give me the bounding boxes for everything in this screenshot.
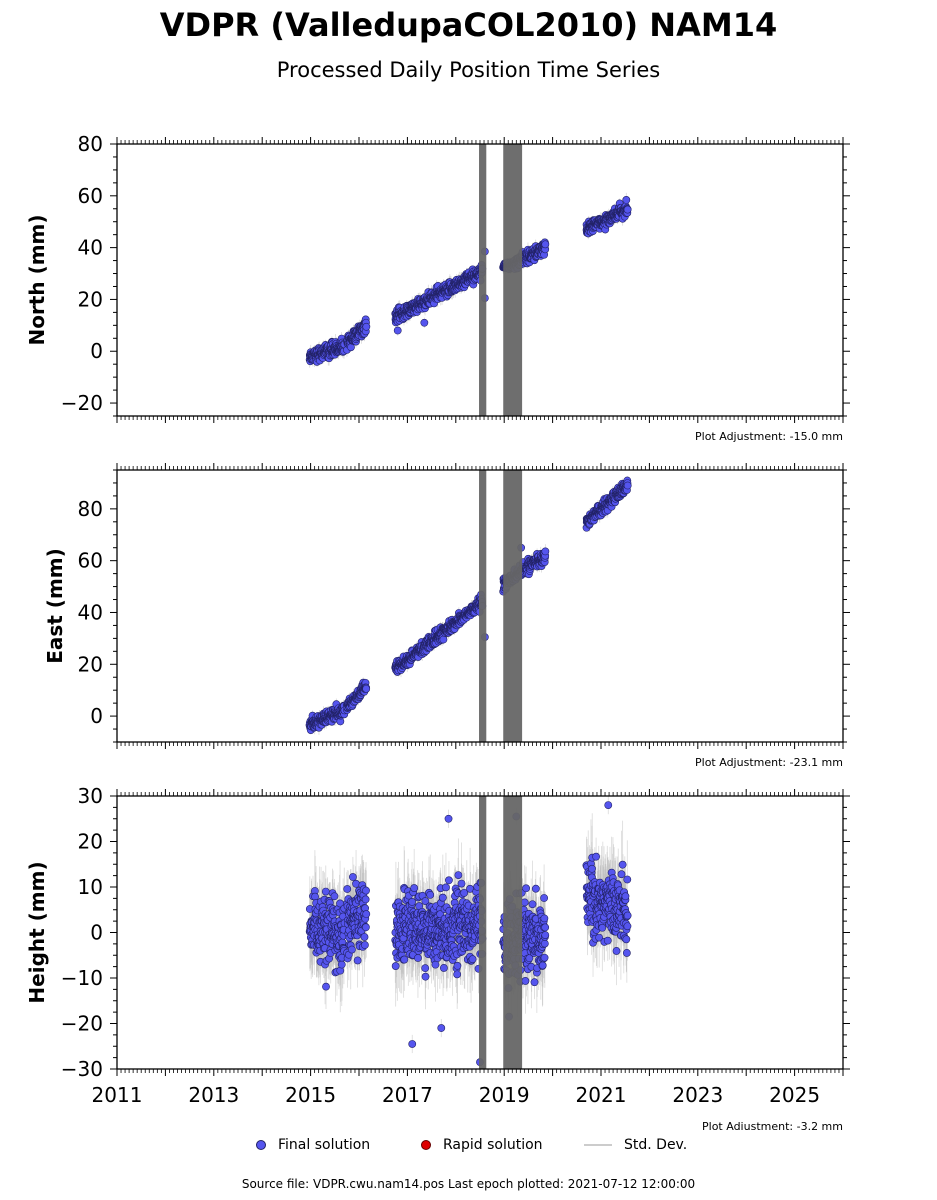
data-point [362, 684, 371, 693]
data-gap-band [479, 144, 487, 416]
data-point [439, 635, 448, 644]
data-point [541, 240, 550, 249]
data-gap-band [503, 144, 523, 416]
y-tick-label: 20 [78, 287, 103, 311]
data-point [420, 318, 429, 327]
y-tick-label: 0 [90, 339, 103, 363]
chart-title: VDPR (ValledupaCOL2010) NAM14 [159, 6, 778, 44]
time-series-chart: −20 0 20 40 60 80 North (mm) Plot Adjustment: -… [25, 132, 850, 1130]
data-point [623, 205, 632, 214]
data-point [622, 195, 631, 204]
plot-adjustment-note: Plot Adjustment: -15.0 mm [695, 430, 843, 443]
y-tick-label: 80 [78, 132, 103, 156]
data-point [393, 326, 402, 335]
y-tick-label: 40 [78, 236, 103, 260]
y-tick-label: 60 [78, 184, 103, 208]
y-tick-label: −20 [61, 391, 103, 415]
y-axis-label: North (mm) [25, 214, 49, 345]
data-point [362, 322, 371, 331]
chart-subtitle: Processed Daily Position Time Series [276, 58, 661, 82]
